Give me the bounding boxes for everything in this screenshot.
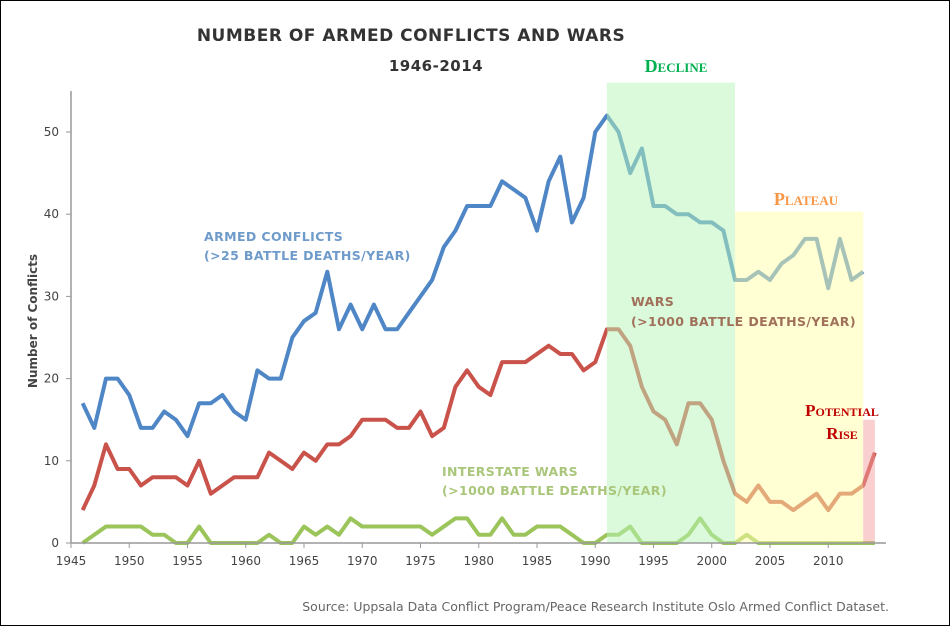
- x-tick-label: 1990: [580, 554, 611, 568]
- x-tick-label: 1980: [463, 554, 494, 568]
- potential-rise-annotation-line2: Rise: [826, 424, 858, 443]
- x-tick-label: 1945: [56, 554, 87, 568]
- wars-label: WARS: [631, 294, 674, 309]
- x-tick-label: 2005: [755, 554, 786, 568]
- x-tick-label: 1975: [405, 554, 436, 568]
- x-tick-label: 1950: [114, 554, 145, 568]
- x-tick-label: 1970: [347, 554, 378, 568]
- x-tick-label: 1985: [522, 554, 553, 568]
- y-tick-label: 10: [44, 454, 59, 468]
- x-tick-label: 1965: [289, 554, 320, 568]
- y-tick-label: 30: [44, 289, 59, 303]
- x-tick-label: 2000: [696, 554, 727, 568]
- source-note: Source: Uppsala Data Conflict Program/Pe…: [302, 599, 889, 614]
- armed-conflicts-label: ARMED CONFLICTS: [204, 229, 343, 244]
- x-tick-label: 1955: [172, 554, 203, 568]
- x-tick-label: 1960: [230, 554, 261, 568]
- y-tick-label: 50: [44, 125, 59, 139]
- y-axis-label: Number of Conflicts: [26, 254, 40, 388]
- annotation-band-2: [863, 419, 875, 543]
- interstate-wars-sublabel: (>1000 BATTLE DEATHS/YEAR): [442, 483, 667, 498]
- y-tick-label: 40: [44, 207, 59, 221]
- chart-title: NUMBER OF ARMED CONFLICTS AND WARS: [197, 26, 625, 46]
- decline-annotation: Decline: [645, 56, 708, 76]
- wars-sublabel: (>1000 BATTLE DEATHS/YEAR): [631, 314, 856, 329]
- x-tick-label: 1995: [638, 554, 669, 568]
- potential-rise-annotation-line1: Potential: [805, 401, 879, 420]
- annotation-band-1: [735, 211, 864, 543]
- annotation-band-0: [606, 82, 736, 544]
- plateau-annotation: Plateau: [774, 189, 839, 209]
- y-tick-label: 0: [51, 536, 59, 550]
- armed-conflicts-sublabel: (>25 BATTLE DEATHS/YEAR): [204, 248, 411, 263]
- y-tick-label: 20: [44, 372, 59, 386]
- chart-subtitle: 1946-2014: [389, 57, 483, 75]
- interstate-wars-label: INTERSTATE WARS: [442, 464, 578, 479]
- x-tick-label: 2010: [813, 554, 844, 568]
